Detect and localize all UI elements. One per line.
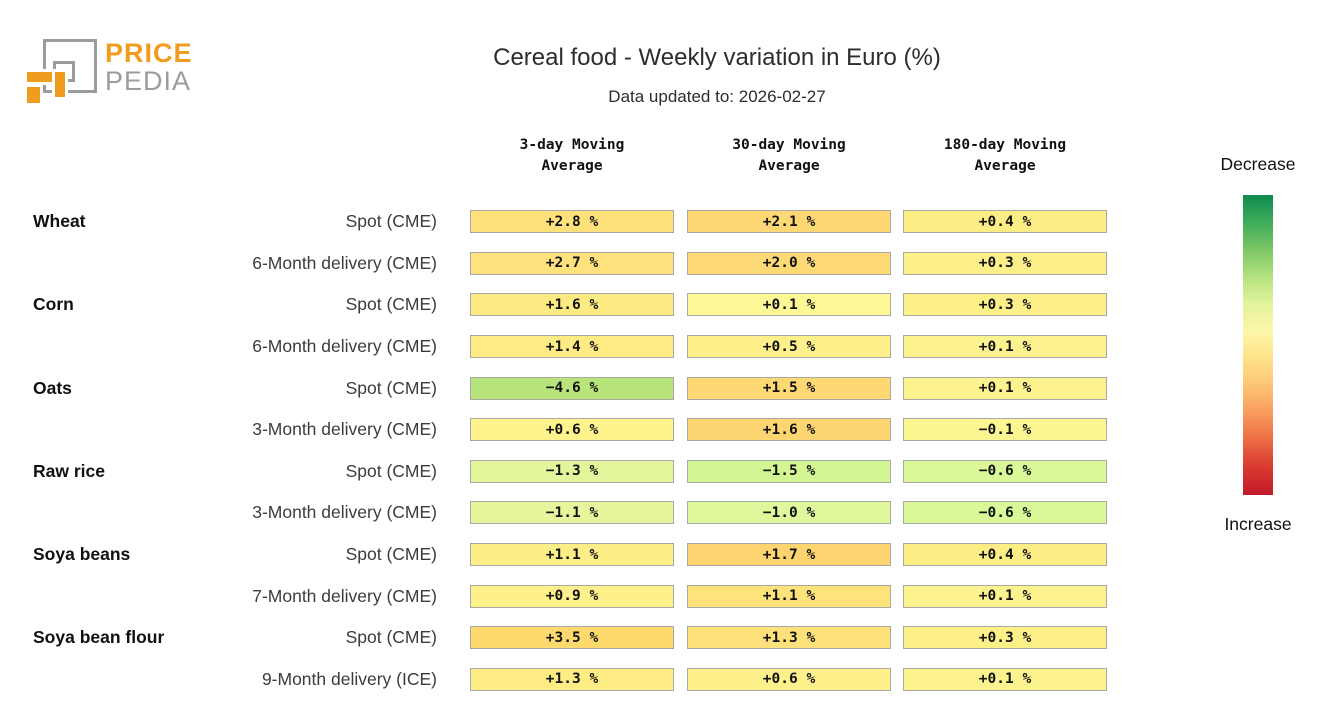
heatmap-cell: +1.6 % [470,293,674,317]
row-label: Spot (CME) [345,377,437,398]
table-row: 6-Month delivery (CME) +2.7 % +2.0 % +0.3 % [33,243,1107,285]
row-label: 3-Month delivery (CME) [252,502,437,523]
table-row: Soya beans Spot (CME) +1.1 % +1.7 % +0.4 % [33,534,1107,576]
heatmap-cell: +1.1 % [687,584,891,608]
heatmap-cell: +0.3 % [903,251,1107,275]
heatmap-cell: +1.6 % [687,418,891,442]
heatmap-cell: +0.4 % [903,210,1107,234]
legend-gradient-bar [1243,195,1273,495]
group-label: Wheat [33,211,86,232]
logo-text-pedia: PEDIA [105,66,192,96]
heatmap-cell: −4.6 % [470,376,674,400]
heatmap-cell: +0.1 % [687,293,891,317]
heatmap-cell: +0.6 % [470,418,674,442]
heatmap-cell: +1.1 % [470,543,674,567]
table-row: 7-Month delivery (CME) +0.9 % +1.1 % +0.1 % [33,575,1107,617]
pricepedia-logo: PRICE PEDIA [25,35,205,107]
column-headers: 3-day Moving Average 30-day Moving Averag… [33,135,1107,177]
row-label: 6-Month delivery (CME) [252,252,437,273]
table-row: Corn Spot (CME) +1.6 % +0.1 % +0.3 % [33,284,1107,326]
table-row: 3-Month delivery (CME) −1.1 % −1.0 % −0.6 % [33,492,1107,534]
logo-arrow-square [27,87,40,103]
group-label: Corn [33,294,74,315]
heatmap-cell: +0.5 % [687,335,891,359]
legend-decrease-label: Decrease [1220,154,1296,174]
logo-wordmark: PRICE PEDIA [105,39,193,95]
row-label: 9-Month delivery (ICE) [261,668,437,689]
row-label: Spot (CME) [345,211,437,232]
heatmap-cell: +0.4 % [903,543,1107,567]
group-label: Raw rice [33,460,105,481]
logo-outer-square [43,39,97,93]
heatmap-cell: +2.0 % [687,251,891,275]
heatmap-cell: +2.1 % [687,210,891,234]
heatmap-cell: +3.5 % [470,626,674,650]
heatmap-cell: +1.4 % [470,335,674,359]
group-label: Oats [33,377,72,398]
row-label: 3-Month delivery (CME) [252,419,437,440]
heatmap-cell: −1.5 % [687,459,891,483]
heatmap-cell: +0.1 % [903,667,1107,691]
logo-arrow-horizontal [27,72,65,82]
column-header-2: 30-day Moving Average [732,137,846,174]
legend-increase-label: Increase [1224,514,1292,534]
row-label: Spot (CME) [345,294,437,315]
heatmap-cell: −1.3 % [470,459,674,483]
table-row: 3-Month delivery (CME) +0.6 % +1.6 % −0.1 % [33,409,1107,451]
table-row: Raw rice Spot (CME) −1.3 % −1.5 % −0.6 % [33,451,1107,493]
heatmap-cell: +2.7 % [470,251,674,275]
heatmap-cell: +0.3 % [903,293,1107,317]
heatmap-cell: +1.3 % [470,667,674,691]
row-label: Spot (CME) [345,627,437,648]
chart-title: Cereal food - Weekly variation in Euro (… [493,44,941,71]
logo-arrow-vertical [55,72,65,97]
heatmap-cell: +1.3 % [687,626,891,650]
heatmap-cell: +1.5 % [687,376,891,400]
table-row: Soya bean flour Spot (CME) +3.5 % +1.3 % +0.… [33,617,1107,659]
column-header-3: 180-day Moving Average [943,137,1067,174]
heatmap-cell: +2.8 % [470,210,674,234]
heatmap-cell: +0.3 % [903,626,1107,650]
table-row: Oats Spot (CME) −4.6 % +1.5 % +0.1 % [33,367,1107,409]
group-label: Soya beans [33,544,131,565]
row-label: 6-Month delivery (CME) [252,336,437,357]
row-label: Spot (CME) [345,460,437,481]
chart-subtitle: Data updated to: 2026-02-27 [608,87,826,106]
heatmap-cell: −1.0 % [687,501,891,525]
column-header-1: 3-day Moving Average [519,137,625,174]
heatmap-table: Wheat Spot (CME) +2.8 % +2.1 % +0.4 % 6-Month… [33,201,1107,700]
table-row: 9-Month delivery (ICE) +1.3 % +0.6 % +0.1 % [33,659,1107,701]
table-row: Wheat Spot (CME) +2.8 % +2.1 % +0.4 % [33,201,1107,243]
row-label: Spot (CME) [345,544,437,565]
heatmap-cell: +1.7 % [687,543,891,567]
heatmap-cell: +0.1 % [903,335,1107,359]
heatmap-cell: +0.9 % [470,584,674,608]
heatmap-cell: −1.1 % [470,501,674,525]
row-label: 7-Month delivery (CME) [252,585,437,606]
group-label: Soya bean flour [33,627,165,648]
heatmap-cell: −0.6 % [903,501,1107,525]
heatmap-cell: +0.1 % [903,584,1107,608]
heatmap-cell: +0.1 % [903,376,1107,400]
heatmap-cell: −0.6 % [903,459,1107,483]
logo-text-price: PRICE [105,38,193,68]
heatmap-cell: −0.1 % [903,418,1107,442]
table-row: 6-Month delivery (CME) +1.4 % +0.5 % +0.1 % [33,326,1107,368]
heatmap-cell: +0.6 % [687,667,891,691]
